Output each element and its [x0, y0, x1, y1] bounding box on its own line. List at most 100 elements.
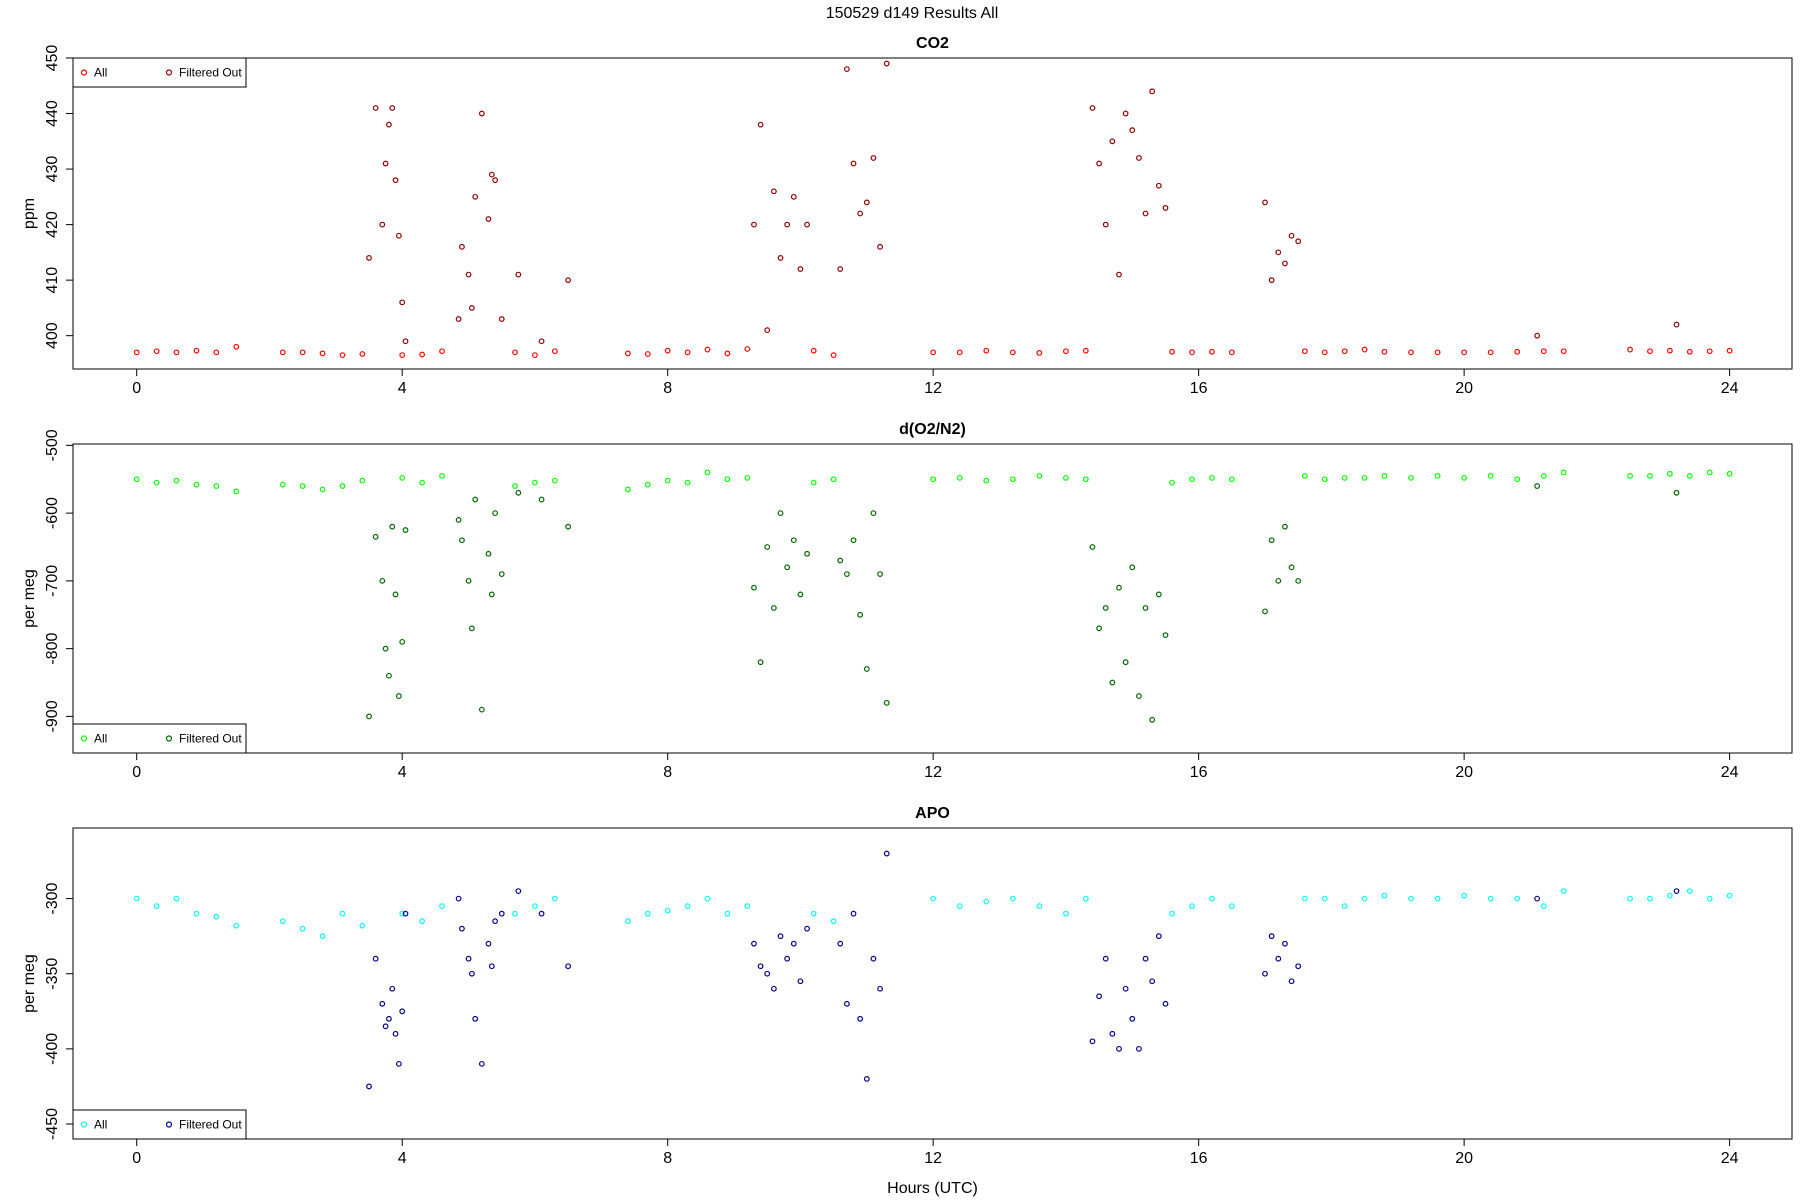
data-point	[983, 898, 990, 905]
data-point	[402, 527, 409, 533]
data-point	[877, 985, 883, 992]
data-point	[468, 970, 475, 977]
data-point	[751, 940, 757, 947]
data-point	[1560, 348, 1567, 355]
data-point	[1540, 472, 1547, 479]
data-point	[784, 564, 791, 571]
data-point	[1096, 993, 1102, 1000]
data-point	[1408, 474, 1414, 481]
data-point	[153, 479, 160, 486]
legend-box	[72, 57, 247, 88]
data-point	[1089, 105, 1096, 111]
data-point	[1301, 895, 1308, 902]
legend-marker	[165, 735, 173, 742]
data-point	[1686, 348, 1693, 355]
data-point	[532, 352, 538, 359]
data-point	[512, 910, 518, 917]
data-point	[850, 160, 857, 167]
data-point	[744, 346, 751, 352]
data-point	[472, 193, 479, 200]
data-point	[883, 60, 890, 67]
data-point	[797, 978, 804, 985]
legend-box	[72, 1109, 247, 1140]
data-point	[372, 533, 379, 540]
data-point	[1514, 476, 1521, 483]
x-tick-label: 20	[1455, 380, 1473, 397]
data-point	[1189, 903, 1195, 910]
data-point	[843, 1000, 850, 1007]
data-point	[279, 481, 286, 488]
x-tick-label: 0	[132, 1150, 141, 1167]
data-point	[1666, 347, 1673, 354]
data-point	[565, 523, 572, 530]
data-point	[790, 537, 797, 544]
data-point	[193, 910, 200, 917]
y-tick-label: 420	[44, 211, 61, 238]
data-point	[1534, 483, 1541, 489]
data-point	[439, 472, 445, 479]
data-point	[777, 255, 784, 261]
data-point	[1189, 476, 1195, 483]
data-point	[389, 985, 396, 992]
data-point	[1189, 349, 1195, 356]
data-point	[512, 483, 518, 489]
legend-label: All	[94, 66, 107, 80]
y-axis-label: per meg	[21, 954, 38, 1013]
data-point	[532, 479, 538, 486]
data-point	[1647, 895, 1653, 902]
data-point	[193, 347, 200, 354]
data-point	[1122, 659, 1129, 666]
data-point	[1063, 474, 1069, 481]
data-point	[402, 910, 409, 917]
data-point	[684, 479, 691, 486]
data-point	[233, 488, 240, 495]
data-point	[1461, 892, 1468, 899]
data-point	[983, 477, 990, 484]
data-point	[1540, 348, 1547, 355]
data-point	[485, 940, 492, 947]
data-point	[538, 496, 545, 503]
data-point	[1089, 544, 1096, 550]
data-point	[399, 1008, 406, 1015]
data-point	[1295, 577, 1302, 584]
data-point	[173, 895, 180, 902]
data-point	[764, 970, 771, 977]
y-axis-label: per meg	[21, 569, 38, 628]
data-point	[372, 105, 379, 111]
data-point	[402, 338, 409, 345]
data-point	[790, 940, 797, 947]
data-point	[1361, 346, 1368, 353]
data-point	[857, 611, 864, 618]
y-tick-label: -500	[44, 429, 61, 461]
data-point	[1149, 88, 1156, 95]
data-point	[744, 474, 751, 481]
data-point	[1408, 895, 1414, 902]
data-point	[233, 343, 240, 350]
data-point	[1673, 888, 1680, 895]
data-point	[1647, 348, 1653, 355]
legend-marker	[165, 69, 173, 76]
data-point	[777, 510, 784, 517]
data-point	[1321, 349, 1328, 356]
data-point	[757, 963, 764, 970]
data-point	[857, 1015, 864, 1022]
data-point	[1381, 472, 1388, 479]
data-point	[1149, 978, 1156, 985]
data-point	[395, 1060, 402, 1067]
data-point	[153, 348, 160, 355]
data-point	[565, 277, 572, 284]
data-point	[399, 638, 406, 645]
data-point	[724, 350, 731, 357]
data-point	[837, 940, 844, 947]
data-point	[757, 121, 764, 128]
data-point	[399, 352, 406, 359]
data-point	[1162, 1000, 1169, 1007]
data-point	[1627, 472, 1633, 479]
x-tick-label: 0	[132, 380, 141, 397]
data-point	[485, 216, 492, 222]
data-point	[359, 477, 366, 484]
data-point	[478, 1060, 485, 1067]
x-tick-label: 20	[1455, 764, 1473, 781]
data-point	[850, 910, 857, 917]
data-point	[684, 349, 691, 356]
